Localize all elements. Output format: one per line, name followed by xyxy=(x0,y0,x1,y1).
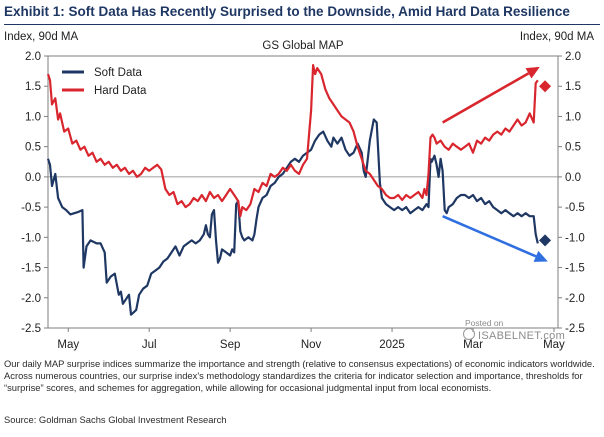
y-tick-label-left: 0.0 xyxy=(25,172,41,184)
x-tick-label: May xyxy=(57,339,79,351)
series-end-marker-hard xyxy=(539,80,552,93)
y-tick-label-right: -1.5 xyxy=(565,263,585,275)
series-line-hard xyxy=(46,63,539,218)
y-axis-label-left: Index, 90d MA xyxy=(4,31,78,43)
chart-title-exhibit: Exhibit 1: Soft Data Has Recently Surpri… xyxy=(4,4,570,19)
watermark-brand-text: ISABELNET.com xyxy=(478,330,566,342)
y-tick-label-left: 0.5 xyxy=(25,142,41,154)
trend-arrow-head-hard_arrow xyxy=(525,66,540,79)
x-tick-label: 2025 xyxy=(379,339,405,351)
y-tick-label-right: 0.5 xyxy=(565,142,581,154)
legend-label-hard: Hard Data xyxy=(94,85,147,97)
y-tick-label-left: -1.0 xyxy=(21,232,41,244)
y-tick-label-left: 2.0 xyxy=(25,51,41,63)
annotation-layer xyxy=(441,66,548,262)
y-tick-label-left: 1.0 xyxy=(25,111,41,123)
series-line-soft xyxy=(46,118,539,316)
y-tick-label-right: 2.0 xyxy=(565,51,581,63)
trend-arrow-shaft-soft_arrow xyxy=(442,214,537,258)
y-tick-label-right: 1.5 xyxy=(565,81,581,93)
watermark: Posted on ISABELNET.com xyxy=(463,318,565,342)
trend-arrow-shaft-hard_arrow xyxy=(441,72,530,124)
x-tick-label: Sep xyxy=(220,339,240,351)
chart-title: GS Global MAP xyxy=(262,40,343,52)
y-tick-label-left: -2.5 xyxy=(21,323,41,335)
x-tick-label: May xyxy=(543,339,565,351)
x-tick-label: Jul xyxy=(142,339,157,351)
y-tick-label-left: -0.5 xyxy=(21,202,41,214)
title-divider xyxy=(4,24,600,25)
x-axis: May Jul Sep Nov 2025 Mar May xyxy=(57,328,565,351)
watermark-logo-icon xyxy=(463,328,475,340)
watermark-posted: Posted on xyxy=(465,318,504,328)
legend-label-soft: Soft Data xyxy=(94,67,143,79)
y-tick-label-right: -2.5 xyxy=(565,323,585,335)
watermark-brand: ISABELNET.com xyxy=(463,328,565,342)
y-tick-label-left: -1.5 xyxy=(21,263,41,275)
y-tick-label-left: 1.5 xyxy=(25,81,41,93)
y-axis-left: -2.5 -2.0 -1.5 -1.0 -0.5 0.0 0.5 1.0 1.5 2.0 xyxy=(21,51,48,335)
y-tick-label-right: 1.0 xyxy=(565,111,581,123)
y-tick-label-right: 0.0 xyxy=(565,172,581,184)
y-tick-label-right: -1.0 xyxy=(565,232,585,244)
x-tick-label: Mar xyxy=(463,339,483,351)
y-axis-label-right: Index, 90d MA xyxy=(520,31,594,43)
chart-source: Source: Goldman Sachs Global Investment … xyxy=(4,414,227,425)
x-tick-label: Nov xyxy=(301,339,322,351)
series-end-marker-soft xyxy=(539,234,552,247)
y-tick-label-left: -2.0 xyxy=(21,293,41,305)
map-line-chart: -2.5 -2.0 -1.5 -1.0 -0.5 0.0 0.5 1.0 1.5 2.0 -2.5… xyxy=(4,31,594,351)
y-tick-label-right: -2.0 xyxy=(565,293,585,305)
chart-legend: Soft Data Hard Data xyxy=(62,67,147,97)
chart-footnote: Our daily MAP surprise indices summarize… xyxy=(4,358,595,393)
series-layer xyxy=(46,63,552,316)
y-tick-label-right: -0.5 xyxy=(565,202,585,214)
trend-arrow-head-soft_arrow xyxy=(533,250,548,262)
y-axis-right: -2.5 -2.0 -1.5 -1.0 -0.5 0.0 0.5 1.0 1.5 2.0 xyxy=(558,51,585,335)
plot-frame xyxy=(47,55,559,329)
